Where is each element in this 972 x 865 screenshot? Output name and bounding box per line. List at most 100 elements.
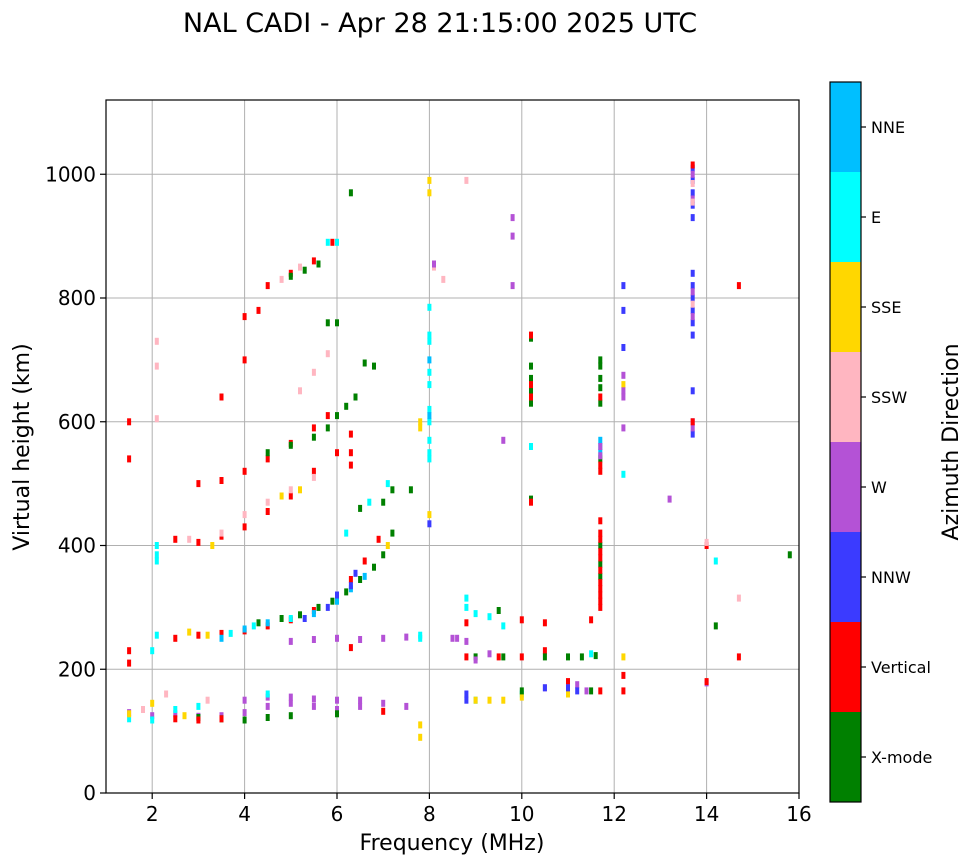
data-point — [598, 560, 603, 568]
data-point — [621, 282, 626, 290]
data-point — [367, 498, 372, 506]
data-point — [256, 306, 261, 314]
data-point — [427, 303, 432, 311]
data-point — [598, 535, 603, 543]
data-point — [566, 678, 570, 686]
data-point — [335, 710, 339, 718]
data-point — [501, 622, 506, 630]
data-point — [288, 486, 293, 494]
data-point — [529, 387, 533, 395]
data-point — [566, 684, 570, 692]
data-point — [427, 331, 432, 339]
data-point — [598, 362, 603, 370]
data-point — [690, 306, 695, 314]
data-point — [390, 529, 395, 537]
data-point — [427, 176, 432, 184]
colorbar-label: W — [871, 478, 887, 497]
data-point — [496, 653, 501, 661]
data-point — [598, 554, 603, 562]
data-point — [529, 331, 533, 339]
data-point — [279, 275, 284, 283]
y-tick-label: 600 — [58, 410, 96, 434]
colorbar-segment — [830, 82, 861, 172]
data-point — [358, 696, 363, 704]
data-point — [173, 535, 178, 543]
data-point — [335, 238, 339, 246]
data-point — [288, 712, 293, 720]
data-point — [196, 631, 201, 639]
data-point — [362, 359, 367, 367]
data-point — [487, 613, 492, 621]
data-point — [584, 687, 589, 695]
data-point — [529, 498, 533, 506]
data-point — [242, 696, 247, 704]
data-point — [427, 511, 432, 519]
colorbar-title: Azimuth Direction — [939, 343, 964, 540]
data-point — [173, 706, 178, 713]
data-point — [348, 189, 353, 197]
data-point — [598, 399, 603, 407]
data-point — [127, 659, 132, 667]
data-point — [427, 520, 432, 528]
data-point — [265, 508, 270, 515]
data-point — [335, 412, 339, 420]
data-point — [566, 653, 570, 661]
data-point — [348, 644, 353, 652]
data-point — [298, 611, 302, 619]
data-point — [404, 633, 409, 641]
data-point — [690, 424, 695, 432]
data-point — [325, 238, 330, 246]
colorbar-segment — [830, 262, 861, 352]
data-point — [381, 699, 386, 707]
data-point — [621, 424, 626, 432]
data-point — [736, 594, 741, 602]
data-point — [408, 486, 413, 494]
data-point — [127, 710, 132, 718]
data-point — [330, 238, 335, 246]
data-point — [529, 443, 533, 450]
data-point — [311, 467, 316, 475]
data-point — [362, 572, 367, 580]
y-tick-label: 200 — [58, 657, 96, 681]
data-point — [542, 647, 547, 655]
data-point — [464, 619, 469, 627]
data-point — [418, 721, 423, 729]
colorbar: X-mode Vertical NNW W SSW SSE E NNE — [829, 81, 932, 803]
data-point — [713, 622, 718, 630]
data-point — [325, 319, 330, 327]
data-point — [256, 619, 261, 627]
data-point — [265, 498, 270, 506]
data-point — [372, 362, 376, 370]
data-point — [621, 687, 626, 695]
data-point — [418, 634, 423, 642]
data-point — [154, 415, 159, 423]
data-point — [358, 576, 363, 583]
data-point — [348, 430, 353, 438]
data-point — [690, 198, 695, 206]
data-point — [598, 597, 603, 605]
data-point — [335, 706, 339, 713]
data-point — [598, 542, 603, 549]
data-point — [390, 486, 395, 494]
data-point — [427, 455, 432, 463]
data-point — [427, 436, 432, 444]
data-point — [427, 449, 432, 457]
data-point — [487, 650, 492, 658]
data-point — [154, 362, 159, 370]
data-point — [196, 716, 201, 724]
data-point — [196, 702, 201, 710]
data-point — [127, 647, 132, 655]
data-point — [187, 628, 192, 636]
x-tick-label: 16 — [786, 802, 811, 826]
data-point — [621, 371, 626, 379]
data-point — [598, 572, 603, 580]
data-point — [335, 449, 339, 457]
colorbar-segment — [830, 532, 861, 622]
data-point — [173, 634, 178, 642]
data-point — [579, 653, 584, 661]
data-point — [127, 715, 132, 723]
data-point — [529, 374, 533, 382]
data-point — [381, 498, 386, 506]
data-point — [501, 436, 506, 444]
colorbar-label: NNE — [871, 118, 905, 137]
